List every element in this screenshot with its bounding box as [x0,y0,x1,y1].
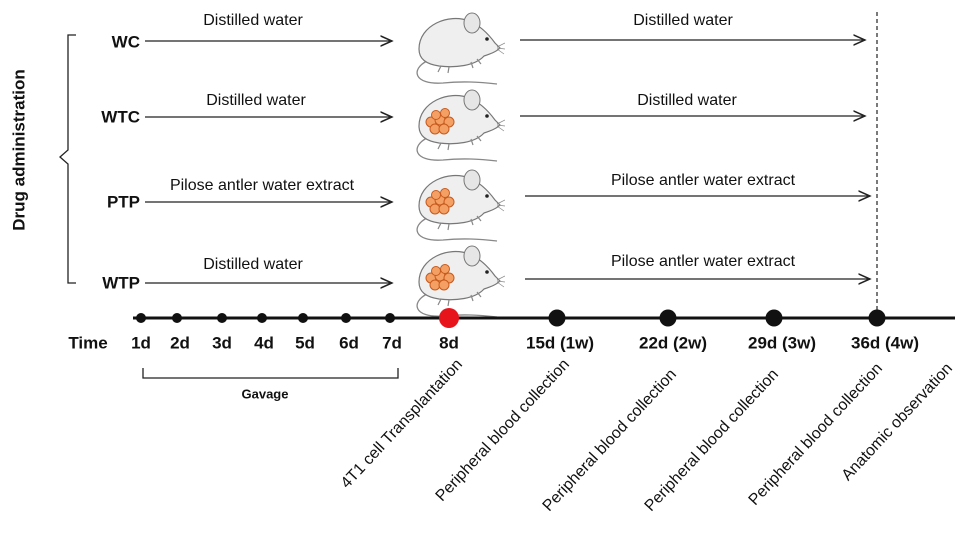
group-label: WC [112,32,140,51]
time-label: Time [68,333,107,352]
side-label: Drug administration [9,69,28,231]
treatment-label: Pilose antler water extract [611,253,796,270]
timepoint: 29d (3w) [748,333,816,352]
timepoint: 6d [339,333,359,352]
treatment-label: Distilled water [203,256,303,273]
timepoint: 2d [170,333,190,352]
treatment-label: Distilled water [633,12,733,29]
mouse-icon [417,13,505,84]
timepoint: 1d [131,333,151,352]
timepoint: 36d (4w) [851,333,919,352]
treatment-label: Pilose antler water extract [611,172,796,189]
diagram: Drug administration WC WTC PTP WTP Disti… [0,0,955,534]
timepoint: 4d [254,333,274,352]
treatment-label: Distilled water [206,92,306,109]
group-label: WTP [102,273,140,292]
timepoint: 15d (1w) [526,333,594,352]
gavage-label: Gavage [242,386,289,401]
group-label: WTC [101,107,140,126]
treatment-label: Pilose antler water extract [170,177,355,194]
gavage-bracket [143,368,398,378]
group-bracket [60,35,76,283]
timepoint: 7d [382,333,402,352]
event-label: 4T1 cell Transplantation [338,356,466,492]
timepoint: 8d [439,333,459,352]
timepoint: 5d [295,333,315,352]
group-label: PTP [107,192,140,211]
treatment-label: Distilled water [637,92,737,109]
timepoint: 3d [212,333,232,352]
timepoint: 22d (2w) [639,333,707,352]
treatment-label: Distilled water [203,12,303,29]
